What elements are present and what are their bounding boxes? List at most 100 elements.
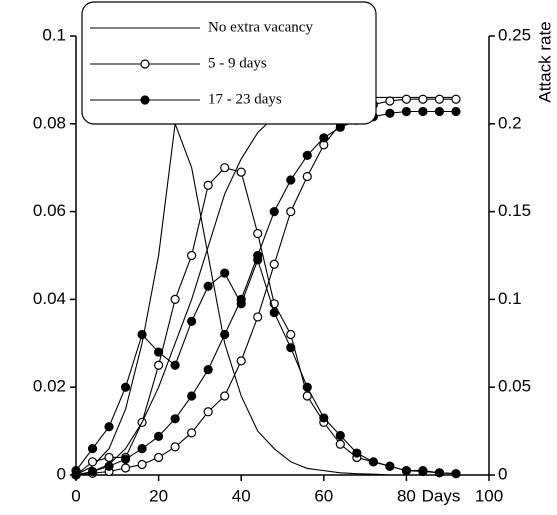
data-point	[302, 150, 312, 161]
y2-tick-label: 0.25	[498, 25, 531, 44]
y-tick-label: 0	[57, 464, 66, 483]
y2-axis-label: Attack rate	[535, 21, 554, 102]
data-point	[401, 106, 411, 117]
data-point	[302, 171, 312, 182]
data-point	[269, 259, 279, 269]
data-point	[170, 414, 180, 424]
x-tick-label: 60	[314, 486, 333, 505]
data-point	[236, 356, 246, 366]
data-point	[451, 469, 461, 479]
data-point	[286, 207, 296, 217]
data-point	[170, 442, 180, 452]
y2-tick-label: 0.05	[498, 377, 531, 396]
data-point	[220, 268, 230, 278]
data-point	[385, 96, 395, 106]
data-point	[253, 250, 263, 261]
data-point	[352, 448, 362, 458]
data-point	[154, 452, 164, 463]
data-point	[434, 106, 445, 117]
data-point	[187, 428, 197, 438]
x-axis-label: Days	[422, 486, 461, 505]
data-point	[154, 347, 164, 357]
data-point	[170, 360, 180, 370]
data-point	[269, 207, 279, 217]
y2-tick-label: 0.15	[498, 201, 531, 220]
data-point	[253, 228, 263, 239]
data-point	[286, 175, 296, 185]
legend-marker	[140, 95, 150, 105]
data-point	[335, 439, 345, 449]
y-tick-label: 0.08	[33, 113, 66, 132]
data-point	[418, 94, 428, 104]
series-line	[75, 123, 456, 476]
series-line	[75, 110, 456, 476]
legend-label: 5 - 9 days	[208, 55, 267, 71]
data-point	[120, 454, 131, 464]
data-point	[87, 457, 98, 467]
data-point	[302, 382, 312, 392]
y-tick-label: 0.04	[33, 289, 66, 308]
data-point	[236, 167, 246, 177]
x-tick-label: 20	[149, 486, 168, 505]
data-point	[368, 457, 378, 467]
data-point	[187, 250, 197, 261]
data-point	[154, 431, 164, 441]
legend-label: No extra vacancy	[208, 19, 313, 35]
data-point	[451, 106, 461, 117]
data-point	[203, 365, 213, 375]
data-point	[220, 163, 230, 173]
data-point	[319, 413, 329, 423]
y-tick-label: 0.02	[33, 377, 66, 396]
data-point	[137, 459, 147, 470]
data-point	[286, 343, 296, 353]
y-tick-label: 0.06	[33, 201, 66, 220]
y2-tick-label: 0.2	[498, 113, 522, 132]
x-tick-label: 80	[397, 486, 416, 505]
data-point	[302, 391, 312, 401]
data-point	[187, 316, 197, 326]
data-point	[236, 294, 246, 304]
x-tick-label: 40	[232, 486, 251, 505]
series-line	[75, 167, 456, 476]
legend-box	[81, 1, 377, 125]
data-point	[434, 94, 445, 104]
data-point	[418, 106, 428, 117]
data-point	[269, 307, 279, 318]
data-point	[220, 391, 230, 401]
legend-label: 17 - 23 days	[208, 91, 282, 107]
data-point	[418, 466, 428, 477]
data-point	[203, 180, 213, 190]
data-point	[104, 461, 114, 471]
data-point	[203, 407, 213, 417]
legend-marker	[140, 59, 150, 69]
data-point	[385, 108, 395, 118]
data-point	[401, 94, 411, 104]
data-point	[120, 382, 131, 392]
data-point	[220, 329, 230, 340]
data-point	[451, 94, 461, 104]
data-point	[87, 444, 98, 454]
data-point	[253, 312, 263, 322]
data-point	[203, 281, 213, 291]
data-point	[286, 329, 296, 340]
data-point	[104, 452, 114, 463]
data-point	[104, 422, 114, 432]
x-tick-label: 0	[71, 486, 80, 505]
data-point	[319, 133, 329, 143]
data-point	[71, 470, 81, 480]
x-tick-label: 100	[475, 486, 503, 505]
data-point	[120, 463, 131, 473]
data-point	[385, 461, 395, 471]
data-point	[87, 466, 98, 477]
data-point	[401, 466, 411, 476]
data-point	[335, 430, 345, 441]
data-point	[154, 360, 164, 370]
data-point	[137, 444, 147, 454]
data-point	[137, 329, 147, 340]
data-point	[187, 391, 197, 401]
y-tick-label: 0.1	[42, 25, 66, 44]
y2-tick-label: 0.1	[498, 289, 522, 308]
data-point	[170, 294, 180, 304]
data-point	[434, 468, 445, 478]
